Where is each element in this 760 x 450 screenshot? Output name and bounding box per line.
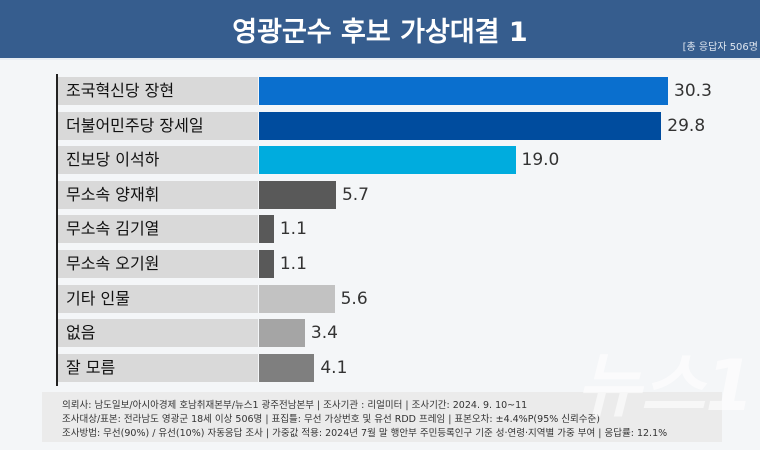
- value-label: 5.6: [340, 288, 368, 309]
- bar: [259, 250, 274, 278]
- chart-title: 영광군수 후보 가상대결 1: [232, 17, 528, 48]
- bar: [259, 77, 669, 105]
- bar: [259, 284, 335, 313]
- category-label: 무소속 오기원: [58, 250, 258, 278]
- bar: [259, 319, 305, 348]
- category-label: 무소속 양재휘: [58, 180, 258, 209]
- survey-note-1: 의뢰사: 남도일보/아시아경제 호남취재본부/뉴스1 광주전남본부 | 조사기관…: [62, 400, 528, 411]
- header: 영광군수 후보 가상대결 1 [총 응답자 506명: [0, 0, 760, 60]
- value-label: 1.1: [279, 254, 307, 274]
- category-label: 더불어민주당 장세일: [58, 111, 258, 140]
- news1-watermark-logo: 뉴스1: [576, 345, 754, 427]
- category-label: 조국혁신당 장현: [58, 77, 258, 105]
- value-label: 5.7: [341, 184, 369, 205]
- value-label: 3.4: [310, 323, 338, 344]
- bar: [259, 180, 336, 209]
- category-label: 무소속 김기열: [58, 215, 258, 244]
- category-label: 없음: [58, 319, 258, 348]
- bar: [259, 111, 662, 140]
- bar: [259, 215, 274, 244]
- category-label: 진보당 이석하: [58, 146, 258, 175]
- value-label: 29.8: [667, 115, 706, 136]
- survey-note-3: 조사방법: 무선(90%) / 유선(10%) 자동응답 조사 | 가중값 적용…: [62, 428, 668, 439]
- value-label: 19.0: [521, 150, 560, 171]
- value-label: 1.1: [279, 219, 307, 240]
- bar: [259, 146, 516, 175]
- value-label: 30.3: [674, 81, 712, 101]
- category-label: 잘 모름: [58, 353, 258, 382]
- respondents-count: [총 응답자 506명: [682, 42, 758, 53]
- category-label: 기타 인물: [58, 284, 258, 313]
- survey-notes: 의뢰사: 남도일보/아시아경제 호남취재본부/뉴스1 광주전남본부 | 조사기관…: [42, 392, 722, 442]
- survey-note-2: 조사대상/표본: 전라남도 영광군 18세 이상 506명 | 표집틀: 무선 …: [62, 414, 600, 425]
- axis-line: [56, 74, 58, 386]
- value-label: 4.1: [320, 357, 348, 378]
- bar: [259, 353, 315, 382]
